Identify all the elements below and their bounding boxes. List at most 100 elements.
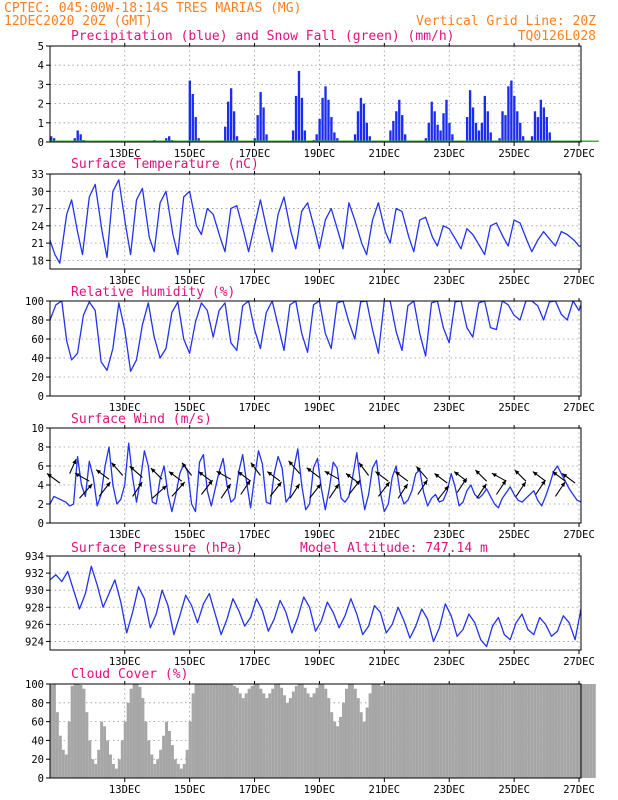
cloud-bar: [371, 684, 375, 778]
cloud-bar: [557, 684, 561, 778]
cloud-bar: [569, 684, 573, 778]
cloud-bar: [330, 712, 334, 778]
wind-vector-head: [111, 462, 117, 468]
precip-panel-title: Precipitation (blue) and Snow Fall (gree…: [71, 29, 455, 44]
snowfall-bar: [406, 140, 410, 142]
cloud-bar: [256, 684, 260, 778]
cloud-bar: [359, 712, 363, 778]
precip-bar: [235, 136, 239, 142]
precip-bar: [424, 138, 427, 142]
cloud-bar: [200, 684, 204, 778]
snowfall-bar: [232, 140, 236, 142]
snowfall-bar: [247, 140, 251, 142]
cloud-bar: [418, 684, 422, 778]
snowfall-bar: [173, 140, 177, 142]
precip-bar: [398, 99, 401, 142]
snowfall-bar: [76, 140, 80, 142]
wind-vector-head: [295, 483, 300, 489]
snowfall-bar: [94, 140, 98, 142]
precip-bar: [297, 70, 301, 142]
header-model-code: TQ0126L028: [518, 29, 596, 44]
precip-bar: [516, 111, 519, 142]
cloud-bar: [318, 684, 322, 778]
precip-bar: [262, 107, 265, 142]
cloud-bar: [312, 693, 316, 778]
cloud-panel: 0 20 40 60 80 100 13DEC 15DEC 17DEC 19DEC 21DEC 23D…: [25, 679, 596, 796]
snowfall-bar: [215, 140, 219, 142]
cloud-bar: [194, 684, 198, 778]
wind-vector-head: [246, 480, 251, 486]
snowfall-bar: [536, 140, 540, 142]
cloud-bar: [583, 684, 587, 778]
wind-vector-head: [208, 480, 213, 485]
temperature-panel-title: Surface Temperature (nC): [71, 157, 259, 172]
cloud-ytick-label: 100: [25, 679, 44, 691]
snowfall-bar: [347, 140, 351, 142]
precip-ytick-label: 0: [38, 137, 44, 149]
cloud-bar: [132, 684, 136, 778]
temperature-ytick-label: 21: [31, 238, 44, 250]
snowfall-bar: [439, 140, 443, 142]
wind-panel: 0 2 4 6 8 10 13DEC 15DEC 17DEC 19DEC 21DEC 23DEC 25D…: [31, 423, 594, 541]
precip-bar: [533, 111, 537, 142]
cloud-bar: [589, 684, 593, 778]
humidity-frame: [49, 300, 582, 397]
snowfall-bar: [303, 140, 307, 142]
cloud-bar: [212, 684, 216, 778]
snowfall-bar: [504, 140, 508, 142]
wind-vector-head: [514, 470, 520, 475]
snowfall-bar: [527, 140, 531, 142]
snowfall-bar: [404, 140, 407, 142]
cloud-bar: [168, 731, 171, 778]
snowfall-bar: [457, 140, 461, 142]
precip-xtick-label: 27DEC: [563, 148, 595, 160]
snowfall-bar: [454, 140, 458, 142]
snowfall-bar: [182, 140, 186, 142]
temperature-frame: [49, 173, 582, 270]
snowfall-bar: [58, 140, 62, 142]
cloud-bar: [235, 687, 239, 778]
snowfall-bar: [389, 140, 393, 142]
precip-bar: [483, 95, 486, 142]
wind-vector-head: [454, 471, 460, 477]
cloud-bar: [474, 684, 478, 778]
snowfall-bar: [67, 140, 71, 142]
temperature-xtick-label: 19DEC: [304, 275, 336, 287]
snowfall-bar: [327, 140, 331, 142]
snowfall-bar: [592, 140, 596, 142]
cloud-bar: [347, 684, 351, 778]
cloud-bar: [522, 684, 525, 778]
cloud-xtick-label: 25DEC: [498, 784, 530, 796]
precip-bar: [539, 99, 543, 142]
cloud-bar: [123, 721, 127, 778]
cloud-bar: [100, 721, 104, 778]
cloud-bar: [241, 698, 245, 778]
pressure-panel: 924 926 928 930 932 934 13DEC 15DEC 17DEC 19DEC 21…: [25, 551, 595, 668]
wind-vector-head: [359, 462, 364, 468]
cloud-bar: [238, 693, 242, 778]
cloud-bar: [291, 691, 295, 778]
cloud-bar: [533, 684, 537, 778]
snowfall-bar: [82, 140, 86, 142]
precip-bar: [365, 122, 368, 142]
wind-vector-head: [521, 482, 526, 487]
snowfall-bar: [507, 140, 511, 142]
cloud-bar: [563, 684, 567, 778]
snowfall-bar: [70, 140, 74, 142]
humidity-panel: 0 20 40 60 80 100 13DEC 15DEC 17DEC 19DEC 21DEC 23D…: [25, 296, 595, 414]
cloud-bar: [185, 749, 189, 778]
snowfall-bar: [55, 140, 59, 142]
precip-bar: [445, 99, 448, 142]
cloud-bar: [516, 684, 520, 778]
wind-ytick-label: 8: [38, 442, 44, 454]
cloud-bar: [339, 716, 343, 778]
snowfall-bar: [415, 140, 419, 142]
cloud-bar: [138, 686, 142, 778]
snowfall-bar: [185, 140, 189, 142]
cloud-bar: [300, 684, 304, 778]
precip-bar: [477, 130, 481, 142]
snowfall-bar: [224, 140, 227, 142]
snowfall-bar: [253, 140, 257, 142]
wind-series-line: [49, 442, 582, 513]
